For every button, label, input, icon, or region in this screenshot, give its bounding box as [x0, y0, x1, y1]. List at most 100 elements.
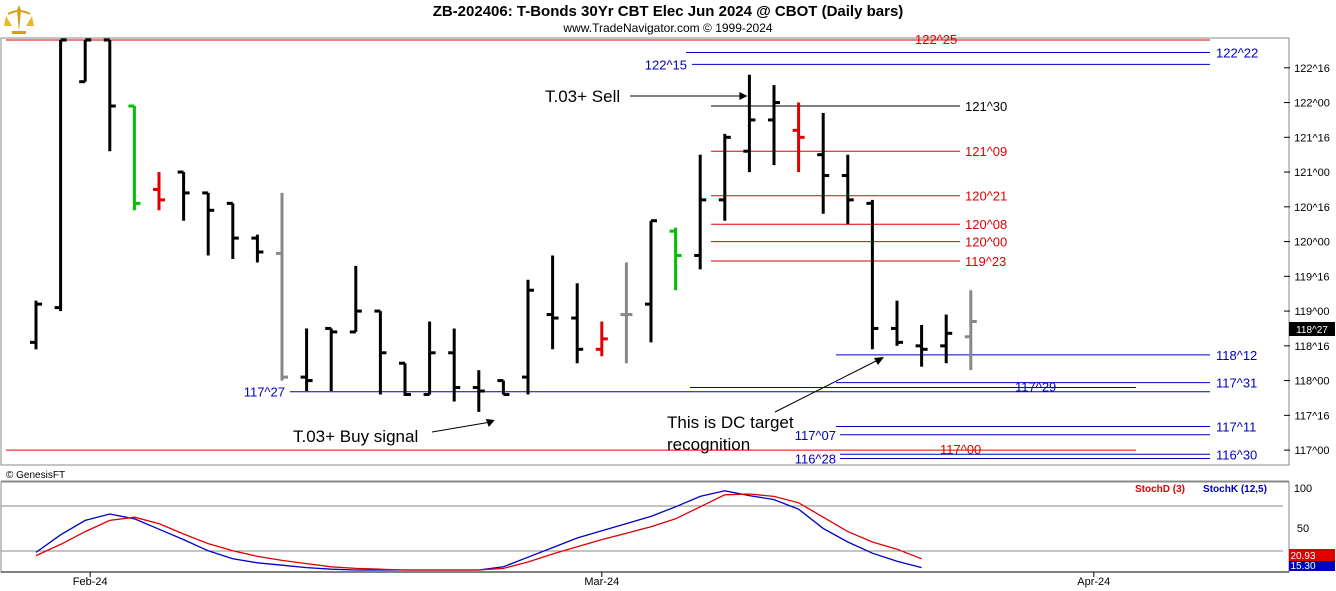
ohlc-bar	[620, 262, 633, 364]
ohlc-bar	[30, 300, 42, 350]
stoch-tick-label: 100	[1294, 483, 1312, 495]
buy-arrow-line	[431, 421, 491, 433]
stoch-k-last-value: 15.30	[1290, 561, 1315, 572]
ohlc-bar	[79, 38, 92, 84]
ohlc-bar	[325, 326, 338, 392]
price-level-label: 117^29	[1015, 380, 1056, 395]
price-tick-label: 119^00	[1295, 306, 1330, 318]
price-level-label: 121^09	[965, 144, 1007, 159]
ohlc-bar	[54, 38, 67, 312]
ohlc-bar	[768, 85, 780, 166]
ohlc-bar	[399, 361, 411, 396]
ohlc-bar	[792, 102, 805, 173]
ohlc-bar	[841, 154, 854, 225]
ohlc-bar	[817, 112, 830, 214]
sell-arrow-head	[739, 92, 748, 100]
ohlc-bar	[103, 38, 116, 152]
stochastic-pane	[0, 481, 1290, 573]
ohlc-bar	[694, 154, 707, 270]
price-level-label: 122^25	[915, 32, 957, 47]
price-tick-label: 118^00	[1295, 376, 1330, 388]
ohlc-bar	[964, 290, 977, 371]
ohlc-bar	[595, 321, 608, 357]
sell-signal-annotation: T.03+ Sell	[545, 87, 620, 106]
buy-signal-annotation: T.03+ Buy signal	[293, 427, 418, 446]
price-level-label: 122^22	[1216, 46, 1258, 61]
price-level-label: 120^21	[965, 189, 1007, 204]
stoch-d-badge	[1289, 549, 1335, 561]
ohlc-bar	[128, 104, 141, 211]
price-level-label: 117^00	[940, 442, 981, 457]
price-tick-label: 117^00	[1295, 445, 1330, 457]
price-tick-label: 120^00	[1294, 237, 1330, 249]
date-tick-label: Mar-24	[584, 576, 619, 588]
ohlc-bar	[645, 219, 657, 343]
price-level-label: 119^23	[965, 254, 1006, 269]
chart-title: ZB-202406: T-Bonds 30Yr CBT Elec Jun 202…	[432, 3, 904, 20]
chart-header: ZB-202406: T-Bonds 30Yr CBT Elec Jun 202…	[0, 0, 1336, 38]
buy-arrow-head	[485, 419, 495, 427]
price-level-label: 122^15	[645, 57, 687, 72]
stochastic-lines	[35, 490, 922, 571]
last-price-label: 118^27	[1296, 325, 1328, 336]
dc-arrow-head	[874, 357, 884, 365]
price-tick-label: 122^00	[1294, 98, 1330, 110]
chart-annotations: T.03+ Sell T.03+ Buy signal This is DC tar…	[293, 87, 884, 454]
trade-navigator-logo-icon	[4, 5, 34, 34]
ohlc-bar	[866, 199, 879, 350]
stoch-series-line	[35, 493, 922, 571]
copyright-label: © GenesisFT	[6, 470, 65, 481]
dc-target-annotation: This is DC target	[667, 413, 794, 432]
chart-subtitle: www.TradeNavigator.com © 1999-2024	[563, 21, 773, 35]
stoch-tick-label: 50	[1297, 523, 1309, 535]
date-tick-label: Feb-24	[73, 576, 108, 588]
ohlc-bar	[202, 191, 215, 256]
price-tick-label: 118^16	[1295, 341, 1330, 353]
price-tick-label: 117^16	[1295, 410, 1330, 422]
price-pane	[0, 37, 1290, 466]
price-axis: 122^16 122^00 121^16 121^00 120^16 120^00 119^…	[1284, 63, 1330, 457]
ohlc-bar	[669, 227, 682, 291]
date-axis: Feb-24 Mar-24 Apr-24	[1, 571, 1289, 588]
price-level-label: 118^12	[1216, 348, 1257, 363]
ohlc-bar	[226, 201, 239, 259]
price-level-label: 120^08	[965, 217, 1007, 232]
ohlc-bar	[522, 279, 534, 395]
price-tick-label: 121^00	[1294, 167, 1330, 179]
stoch-k-badge	[1289, 559, 1335, 571]
price-tick-label: 121^16	[1294, 132, 1330, 144]
ohlc-bar	[571, 283, 584, 364]
stochastic-axis: 100 50	[1, 483, 1312, 552]
ohlc-bar	[153, 172, 165, 211]
ohlc-bar	[177, 170, 190, 221]
price-bars	[30, 38, 977, 412]
price-level-label: 121^30	[965, 99, 1007, 114]
price-levels: 122^25 122^22 122^15 121^30 121^09 120^21 120^…	[6, 32, 1258, 466]
ohlc-bar	[448, 328, 461, 402]
price-tick-label: 119^16	[1295, 271, 1330, 283]
price-level-label: 117^07	[795, 428, 836, 443]
price-level-label: 117^11	[1216, 419, 1256, 434]
price-level-label: 116^30	[1216, 447, 1257, 462]
ohlc-bar	[472, 370, 485, 412]
ohlc-bar	[374, 309, 387, 395]
ohlc-bar	[915, 324, 928, 367]
price-level-label: 117^31	[1216, 376, 1257, 391]
price-level-label: 116^28	[795, 451, 836, 466]
ohlc-bar	[276, 192, 288, 381]
date-tick-label: Apr-24	[1077, 576, 1110, 588]
ohlc-bar	[718, 133, 731, 221]
ohlc-bar	[743, 74, 756, 173]
ohlc-bar	[423, 321, 436, 396]
ohlc-bar	[349, 265, 362, 334]
ohlc-bar	[300, 328, 313, 392]
ohlc-bar	[251, 234, 264, 263]
ohlc-bar	[497, 379, 510, 396]
ohlc-bar	[891, 300, 903, 346]
stoch-d-last-value: 20.93	[1290, 551, 1315, 562]
stoch-d-legend: StochD (3)	[1135, 484, 1185, 495]
dc-target-annotation-line2: recognition	[667, 435, 750, 454]
price-tick-label: 122^16	[1294, 63, 1330, 75]
ohlc-bar	[940, 314, 953, 364]
